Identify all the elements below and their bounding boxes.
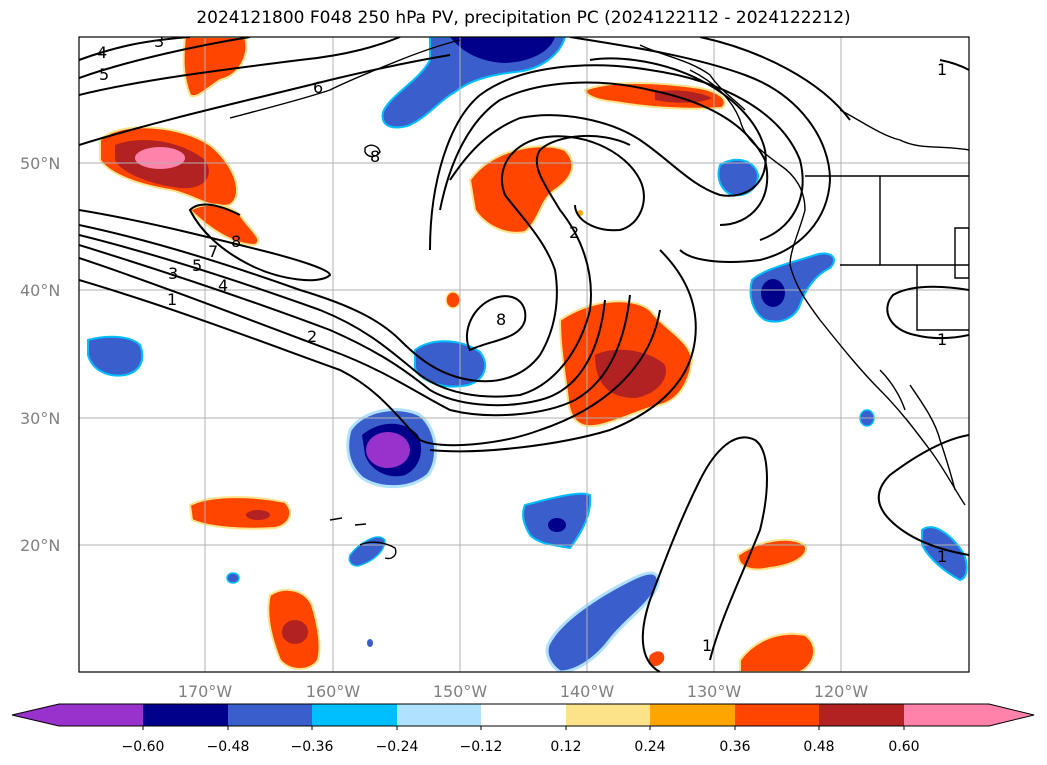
precip-blob: [282, 620, 308, 644]
colorbar-cell: [735, 704, 819, 726]
precip-blob: [366, 432, 410, 468]
contour-label: 4: [218, 276, 228, 295]
colorbar-cell: [143, 704, 228, 726]
contour-label: 1: [937, 330, 947, 349]
precip-blob: [736, 538, 807, 571]
precip-blob: [717, 158, 760, 197]
contour-label: 3: [154, 32, 164, 51]
colorbar-label: −0.24: [376, 739, 419, 755]
colorbar-label: −0.12: [460, 739, 503, 755]
colorbar-label: −0.48: [207, 739, 250, 755]
lon-label: 120°W: [814, 682, 869, 701]
colorbar-extend-max: [989, 704, 1034, 726]
lat-label: 40°N: [20, 281, 60, 300]
contour-labels: 4 3 5 6 7 8 3 5 4 1 2 8 2 8 1 1 1 1: [97, 32, 947, 655]
gridlines: [79, 37, 969, 672]
precip-blob: [348, 536, 386, 567]
precip-blob: [648, 651, 665, 667]
colorbar-cell: [566, 704, 650, 726]
precip-blob: [468, 145, 574, 234]
precip-blob: [450, 37, 555, 63]
contour-label: 8: [370, 147, 380, 166]
contour-label: 4: [97, 43, 107, 62]
colorbar-cell: [59, 704, 143, 726]
pv-contours: [79, 37, 969, 672]
precip-blob: [548, 518, 566, 532]
contour-label: 1: [702, 636, 712, 655]
precip-blob: [182, 37, 248, 98]
colorbar-outline: [11, 703, 1035, 727]
contour-label: 6: [313, 78, 323, 97]
colorbar-ticks: [142, 726, 905, 730]
precip-blob: [761, 279, 785, 307]
lat-label: 50°N: [20, 154, 60, 173]
precip-blob: [87, 335, 144, 377]
colorbar-cell: [481, 704, 566, 726]
colorbar-label: −0.36: [291, 739, 334, 755]
lat-tick-labels: 50°N 40°N 30°N 20°N: [20, 154, 60, 555]
negative-precip-areas: [87, 37, 968, 672]
contour-label: 1: [937, 60, 947, 79]
contour-label: 1: [167, 290, 177, 309]
positive-precip-areas: [99, 37, 815, 672]
colorbar-label: 0.60: [888, 739, 919, 755]
precip-blob: [226, 572, 240, 584]
contour-label: 8: [496, 310, 506, 329]
contour-label: 5: [99, 65, 109, 84]
colorbar-cell: [819, 704, 904, 726]
precip-blob: [921, 526, 968, 582]
colorbar-cell: [397, 704, 481, 726]
colorbar-label: 0.12: [550, 739, 581, 755]
colorbar-cells: [12, 704, 1034, 726]
lon-label: 130°W: [687, 682, 742, 701]
coastlines: [229, 39, 969, 560]
colorbar-label: −0.60: [122, 739, 165, 755]
map-frame: [78, 36, 970, 673]
contour-label: 2: [569, 223, 579, 242]
colorbar-cell: [312, 704, 397, 726]
map-title: 2024121800 F048 250 hPa PV, precipitatio…: [196, 8, 851, 28]
colorbar-cell: [228, 704, 312, 726]
contour-label: 7: [208, 242, 218, 261]
precip-blob: [739, 632, 815, 672]
precip-blob: [246, 510, 270, 520]
colorbar-label: 0.24: [634, 739, 665, 755]
contour-label: 8: [231, 232, 241, 251]
colorbar-label: 0.36: [719, 739, 750, 755]
contour-label: 5: [192, 256, 202, 275]
lon-label: 160°W: [306, 682, 361, 701]
lon-label: 150°W: [433, 682, 488, 701]
lon-tick-labels: 170°W 160°W 150°W 140°W 130°W 120°W: [178, 682, 869, 701]
precip-blob: [135, 147, 185, 169]
contour-label: 3: [168, 264, 178, 283]
colorbar-label: 0.48: [803, 739, 834, 755]
map-area: 4 3 5 6 7 8 3 5 4 1 2 8 2 8 1 1 1 1: [79, 32, 969, 672]
lon-label: 140°W: [560, 682, 615, 701]
precip-blob: [188, 203, 260, 247]
contour-label: 1: [937, 547, 947, 566]
precip-blob: [445, 291, 461, 309]
colorbar-cell: [904, 704, 989, 726]
colorbar-cell: [650, 704, 735, 726]
contour-label: 2: [307, 327, 317, 346]
lat-label: 30°N: [20, 409, 60, 428]
lon-label: 170°W: [178, 682, 233, 701]
colorbar: −0.60 −0.48 −0.36 −0.24 −0.12 0.12 0.24 …: [11, 703, 1035, 755]
lat-label: 20°N: [20, 536, 60, 555]
colorbar-tick-labels: −0.60 −0.48 −0.36 −0.24 −0.12 0.12 0.24 …: [122, 739, 920, 755]
precip-blob: [188, 496, 292, 530]
precip-blob: [367, 639, 373, 647]
colorbar-extend-min: [12, 704, 59, 726]
